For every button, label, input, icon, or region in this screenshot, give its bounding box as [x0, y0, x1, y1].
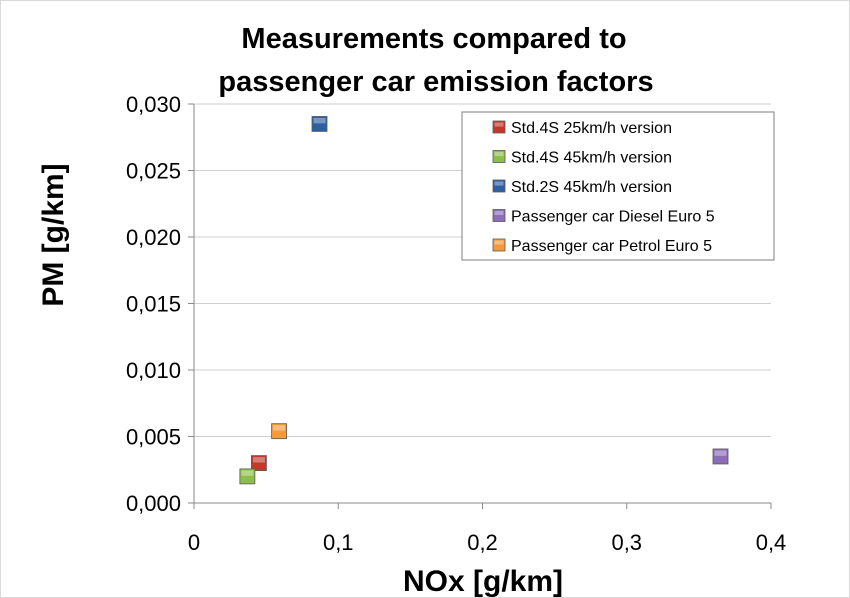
data-point: [712, 448, 729, 465]
data-point: [251, 455, 267, 472]
chart-title-line-1: Measurements compared to: [241, 23, 626, 55]
y-tick-label: 0,000: [126, 491, 181, 516]
legend-marker: [492, 209, 506, 222]
data-point: [271, 423, 288, 440]
y-axis-title: PM [g/km]: [37, 163, 70, 306]
x-tick-labels: 0 0,1 0,2 0,3 0,4: [188, 530, 786, 555]
x-tick-label: 0,2: [467, 530, 498, 555]
data-point: [311, 116, 328, 132]
legend-label: Passenger car Petrol Euro 5: [511, 238, 712, 255]
legend-label: Std.4S 45km/h version: [511, 150, 672, 167]
x-tick-label: 0,4: [756, 530, 787, 555]
x-tick-label: 0,3: [611, 530, 642, 555]
legend-box: [461, 111, 775, 261]
legend: Std.4S 25km/h version Std.4S 45km/h versi…: [461, 111, 775, 261]
x-tick-label: 0,1: [323, 530, 354, 555]
legend-marker: [492, 238, 506, 252]
legend-marker: [492, 150, 506, 163]
legend-marker: [492, 179, 506, 193]
legend-label: Std.4S 25km/h version: [511, 120, 672, 137]
x-tick-label: 0: [188, 530, 200, 555]
chart-title-line-2: passenger car emission factors: [218, 66, 653, 98]
data-points: [239, 116, 729, 485]
x-axis-title: NOx [g/km]: [403, 565, 563, 598]
y-tick-label: 0,015: [126, 292, 181, 317]
legend-marker: [492, 120, 506, 134]
y-tick-label: 0,005: [126, 425, 181, 450]
data-point: [239, 468, 256, 485]
y-tick-labels: 0,000 0,005 0,010 0,015 0,020 0,025 0,030: [126, 92, 181, 516]
legend-item: Std.4S 25km/h version: [492, 120, 672, 137]
y-tick-label: 0,020: [126, 225, 181, 250]
legend-label: Std.2S 45km/h version: [511, 179, 672, 196]
legend-item: Passenger car Petrol Euro 5: [492, 238, 712, 255]
legend-item: Std.4S 45km/h version: [492, 150, 672, 167]
y-tick-label: 0,030: [126, 92, 181, 117]
axes: [188, 103, 772, 509]
legend-item: Std.2S 45km/h version: [492, 179, 672, 196]
y-tick-label: 0,025: [126, 159, 181, 184]
legend-item: Passenger car Diesel Euro 5: [492, 209, 715, 226]
legend-label: Passenger car Diesel Euro 5: [511, 209, 715, 226]
y-tick-label: 0,010: [126, 358, 181, 383]
